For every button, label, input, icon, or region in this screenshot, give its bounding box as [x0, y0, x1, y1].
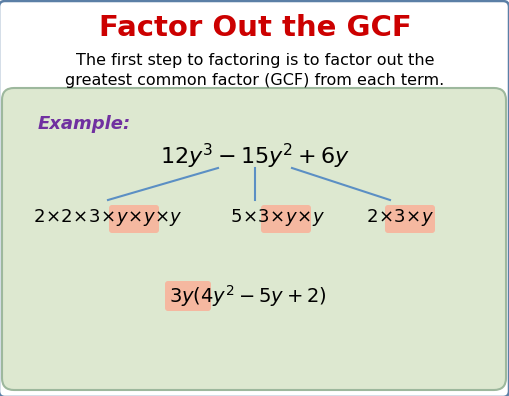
- Text: $12y^3-15y^2+6y$: $12y^3-15y^2+6y$: [160, 141, 349, 171]
- Text: Example:: Example:: [38, 115, 131, 133]
- Text: The first step to factoring is to factor out the: The first step to factoring is to factor…: [76, 53, 433, 67]
- Text: greatest common factor (GCF) from each term.: greatest common factor (GCF) from each t…: [65, 72, 444, 88]
- FancyBboxPatch shape: [2, 88, 505, 390]
- Text: $2\!\times\!3\!\times\!y$: $2\!\times\!3\!\times\!y$: [365, 208, 433, 228]
- Text: Factor Out the GCF: Factor Out the GCF: [98, 14, 411, 42]
- Text: $3y(4y^2-5y+2)$: $3y(4y^2-5y+2)$: [169, 283, 326, 309]
- FancyBboxPatch shape: [261, 205, 310, 233]
- FancyBboxPatch shape: [165, 281, 211, 311]
- FancyBboxPatch shape: [384, 205, 434, 233]
- FancyBboxPatch shape: [109, 205, 159, 233]
- Text: $2\!\times\!2\!\times\!3\!\times\!y\!\times\!y\!\times\!y$: $2\!\times\!2\!\times\!3\!\times\!y\!\ti…: [33, 208, 183, 228]
- Text: $5\!\times\!3\!\times\!y\!\times\!y$: $5\!\times\!3\!\times\!y\!\times\!y$: [230, 208, 325, 228]
